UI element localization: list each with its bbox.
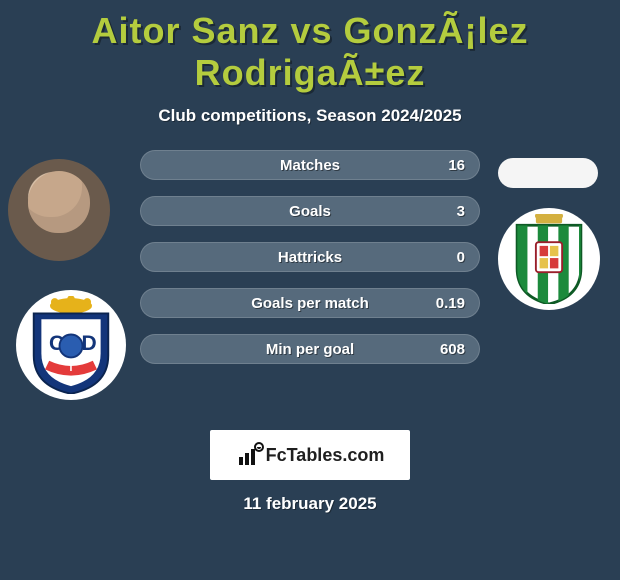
footer-date: 11 february 2025: [0, 494, 620, 514]
tenerife-crest-icon: C D T: [28, 296, 114, 394]
stat-row: Min per goal 608: [140, 334, 480, 364]
stat-row: Hattricks 0: [140, 242, 480, 272]
stat-value-right: 0.19: [436, 295, 465, 312]
brand-label: FcTables.com: [266, 445, 385, 466]
player-right-photo: [498, 158, 598, 188]
club-left-crest: C D T: [16, 290, 126, 400]
stat-value-right: 608: [440, 341, 465, 358]
brand-badge[interactable]: FcTables.com: [210, 430, 410, 480]
stat-value-right: 16: [448, 157, 465, 174]
page-title: Aitor Sanz vs GonzÃ¡lez RodrigaÃ±ez: [0, 10, 620, 94]
stat-row: Goals per match 0.19: [140, 288, 480, 318]
svg-text:D: D: [82, 332, 97, 355]
stats-area: C D T: [0, 150, 620, 420]
stat-row: Matches 16: [140, 150, 480, 180]
stat-label: Hattricks: [278, 249, 342, 266]
club-right-crest: [498, 208, 600, 310]
stat-row: Goals 3: [140, 196, 480, 226]
stat-label: Goals per match: [251, 295, 369, 312]
stat-rows: Matches 16 Goals 3 Hattricks 0 Goals per match…: [140, 150, 480, 364]
stat-value-right: 3: [457, 203, 465, 220]
stat-label: Goals: [289, 203, 331, 220]
stat-value-right: 0: [457, 249, 465, 266]
player-left-photo: [8, 159, 110, 261]
cordoba-crest-icon: [511, 214, 587, 304]
page-subtitle: Club competitions, Season 2024/2025: [0, 106, 620, 126]
stat-label: Min per goal: [266, 341, 354, 358]
fctables-logo-icon: [236, 441, 264, 469]
stat-label: Matches: [280, 157, 340, 174]
svg-text:T: T: [68, 362, 75, 374]
